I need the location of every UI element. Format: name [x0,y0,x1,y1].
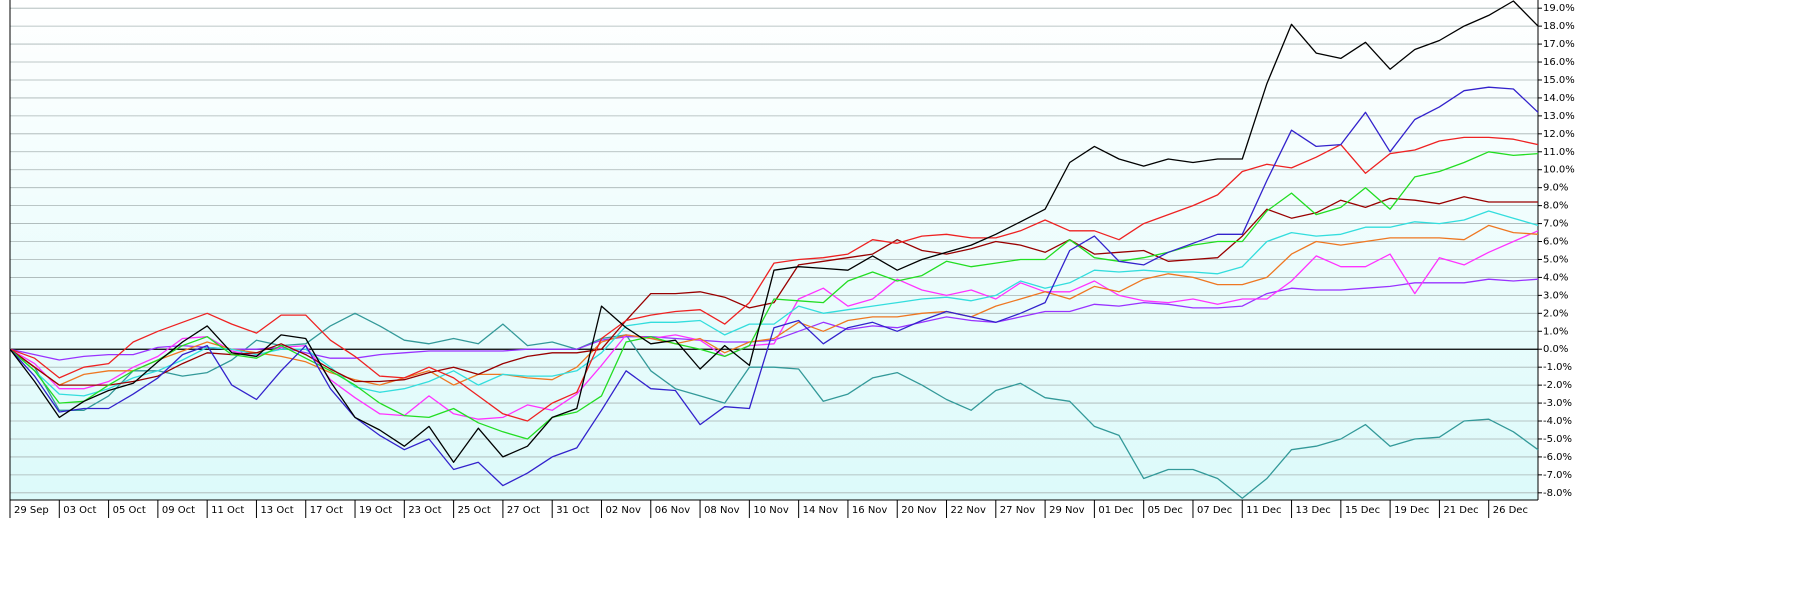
y-tick-label: 1.0% [1543,326,1568,337]
y-tick-label: 15.0% [1543,75,1575,86]
y-tick-label: 6.0% [1543,237,1568,248]
x-tick-label: 05 Oct [113,505,146,516]
x-tick-label: 29 Nov [1049,505,1085,516]
y-tick-label: 13.0% [1543,111,1575,122]
y-tick-label: 7.0% [1543,219,1568,230]
y-tick-label: -1.0% [1543,362,1572,373]
x-tick-label: 31 Oct [556,505,589,516]
y-tick-label: 8.0% [1543,201,1568,212]
x-tick-label: 27 Oct [507,505,540,516]
x-tick-label: 11 Dec [1246,505,1281,516]
x-tick-label: 29 Sep [14,505,49,516]
y-tick-label: 5.0% [1543,254,1568,265]
x-tick-label: 23 Oct [408,505,441,516]
series-line [9,0,1539,463]
series-line [9,210,1539,397]
series-line [9,86,1539,487]
y-tick-label: 9.0% [1543,183,1568,194]
y-tick-label: 0.0% [1543,344,1568,355]
x-tick-label: 19 Dec [1394,505,1429,516]
series-line [9,151,1539,440]
y-tick-label: 17.0% [1543,39,1575,50]
x-tick-label: 13 Oct [260,505,293,516]
y-tick-label: 4.0% [1543,272,1568,283]
x-tick-label: 08 Nov [704,505,740,516]
y-tick-label: 14.0% [1543,93,1575,104]
x-tick-label: 19 Oct [359,505,392,516]
y-tick-label: 12.0% [1543,129,1575,140]
x-tick-label: 16 Nov [852,505,888,516]
x-tick-label: 09 Oct [162,505,195,516]
x-tick-label: 26 Dec [1493,505,1528,516]
x-tick-label: 03 Oct [63,505,96,516]
series-line [9,312,1539,499]
y-tick-label: -8.0% [1543,488,1572,499]
y-tick-label: 3.0% [1543,290,1568,301]
x-tick-label: 27 Nov [1000,505,1036,516]
y-tick-label: 11.0% [1543,147,1575,158]
x-tick-label: 17 Oct [310,505,343,516]
plot-background [10,1,1538,500]
y-tick-label: 19.0% [1543,3,1575,14]
y-tick-label: 18.0% [1543,21,1575,32]
x-tick-label: 13 Dec [1296,505,1331,516]
y-tick-label: 2.0% [1543,308,1568,319]
x-tick-label: 25 Oct [458,505,491,516]
x-tick-label: 15 Dec [1345,505,1380,516]
x-tick-label: 20 Nov [901,505,937,516]
y-tick-label: 10.0% [1543,165,1575,176]
series-line [9,136,1539,422]
x-tick-label: 06 Nov [655,505,691,516]
y-tick-label: 16.0% [1543,57,1575,68]
x-tick-label: 07 Dec [1197,505,1232,516]
y-tick-label: -6.0% [1543,452,1572,463]
y-tick-label: -5.0% [1543,434,1572,445]
x-tick-label: 05 Dec [1148,505,1183,516]
x-tick-label: 02 Nov [605,505,641,516]
x-tick-label: 22 Nov [951,505,987,516]
x-tick-label: 14 Nov [803,505,839,516]
x-tick-label: 10 Nov [753,505,789,516]
y-tick-label: -7.0% [1543,470,1572,481]
y-tick-label: -4.0% [1543,416,1572,427]
x-tick-label: 21 Dec [1443,505,1478,516]
x-tick-label: 01 Dec [1098,505,1133,516]
y-tick-label: -3.0% [1543,398,1572,409]
x-tick-label: 11 Oct [211,505,244,516]
y-tick-label: -2.0% [1543,380,1572,391]
